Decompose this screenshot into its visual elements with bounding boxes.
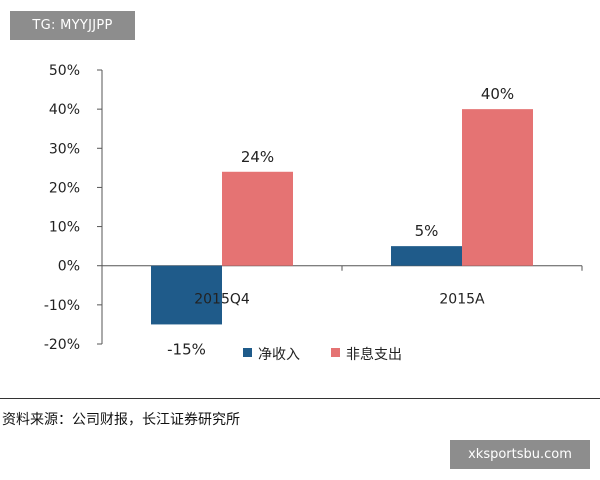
y-tick-label: 10% xyxy=(49,220,80,236)
x-tick-labels: 2015Q4 2015A xyxy=(194,292,485,308)
watermark-site: xksportsbu.com xyxy=(450,440,590,469)
source-note: 资料来源：公司财报，长江证券研究所 xyxy=(2,412,240,428)
legend-label: 净收入 xyxy=(258,347,300,363)
y-tick-label: 50% xyxy=(49,63,80,79)
bar-net-income xyxy=(151,265,222,325)
legend: 净收入 非息支出 xyxy=(243,346,402,363)
y-axis: -20% -10% 0% 10% 20% 30% 40% 50% xyxy=(44,63,583,353)
y-tick-label: -20% xyxy=(44,337,80,353)
legend-swatch xyxy=(331,348,340,357)
x-tick-label: 2015A xyxy=(439,292,485,308)
legend-label: 非息支出 xyxy=(346,346,402,363)
data-labels: -15% 24% 5% 40% xyxy=(167,85,514,358)
y-tick-label: 30% xyxy=(49,141,80,157)
y-tick-label: 20% xyxy=(49,180,80,196)
watermark-tag: TG: MYYJJPP xyxy=(10,11,135,40)
data-label: 24% xyxy=(241,148,274,166)
bar-non-interest-expense xyxy=(222,171,293,266)
y-tick-label: 40% xyxy=(49,102,80,118)
y-tick-label: 0% xyxy=(58,259,80,275)
bars xyxy=(151,109,533,325)
x-tick-label: 2015Q4 xyxy=(194,292,250,308)
bar-chart: -20% -10% 0% 10% 20% 30% 40% 50% -15% 24% 5% 40% 2… xyxy=(44,63,583,363)
y-tick-label: -10% xyxy=(44,298,80,314)
source-divider xyxy=(0,398,600,399)
bar-net-income xyxy=(391,246,462,266)
data-label: 40% xyxy=(481,85,514,103)
data-label: -15% xyxy=(167,340,206,358)
legend-swatch xyxy=(243,348,252,357)
bar-non-interest-expense xyxy=(462,109,533,266)
data-label: 5% xyxy=(415,222,439,240)
